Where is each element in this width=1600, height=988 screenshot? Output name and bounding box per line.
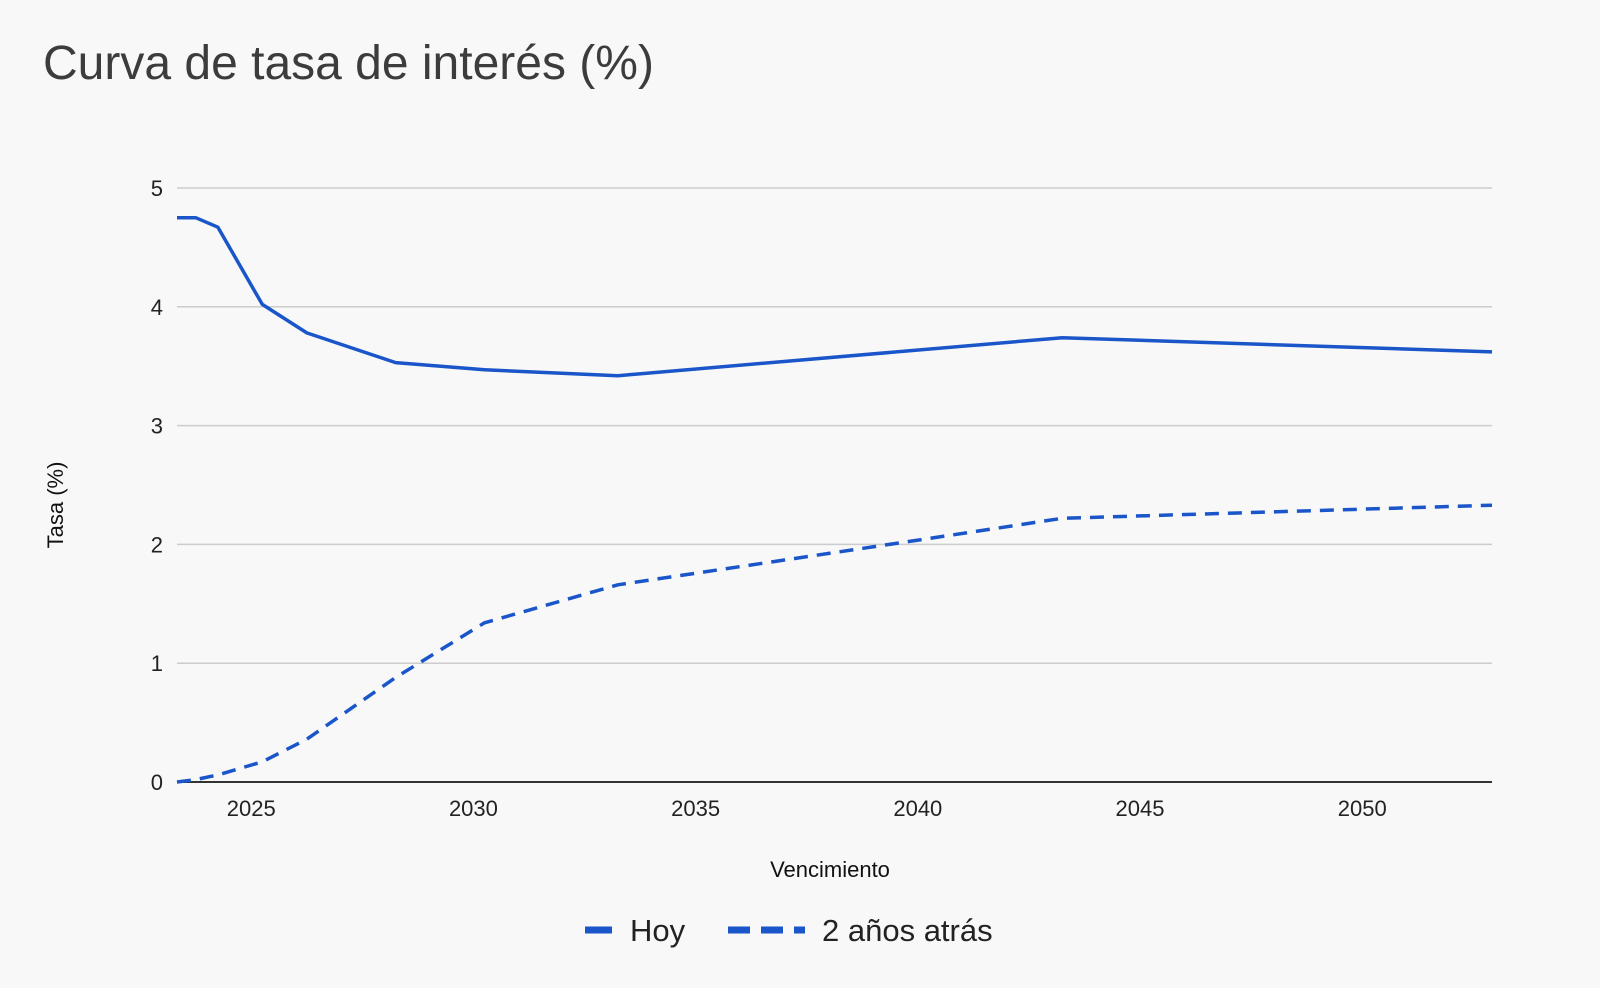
legend-label-hoy: Hoy: [630, 913, 686, 948]
y-tick-label: 2: [151, 532, 163, 557]
x-tick-label: 2025: [227, 796, 276, 821]
y-tick-labels: 0 1 2 3 4 5: [151, 176, 163, 795]
series-layer: [176, 215, 1493, 784]
legend: Hoy 2 años atrás: [585, 913, 993, 948]
chart-title: Curva de tasa de interés (%): [43, 37, 654, 90]
y-tick-label: 1: [151, 651, 163, 676]
x-axis-title: Vencimiento: [770, 857, 890, 882]
x-tick-label: 2045: [1116, 796, 1165, 821]
x-tick-label: 2030: [449, 796, 498, 821]
y-tick-label: 0: [151, 770, 163, 795]
y-tick-label: 3: [151, 414, 163, 439]
y-tick-label: 4: [151, 295, 163, 320]
x-tick-label: 2040: [893, 796, 942, 821]
y-axis-title: Tasa (%): [43, 462, 68, 549]
legend-item-hoy: Hoy: [585, 913, 686, 948]
series-line-hoy: [177, 215, 1493, 378]
x-tick-labels: 2025 2030 2035 2040 2045 2050: [227, 796, 1387, 821]
legend-item-2-anos-atras: 2 años atrás: [728, 913, 993, 948]
series-line-2-anos-atras: [176, 503, 1493, 784]
grid-lines: [177, 187, 1492, 664]
y-tick-label: 5: [151, 176, 163, 201]
x-tick-label: 2050: [1338, 796, 1387, 821]
legend-label-2-anos-atras: 2 años atrás: [822, 913, 993, 948]
x-tick-label: 2035: [671, 796, 720, 821]
